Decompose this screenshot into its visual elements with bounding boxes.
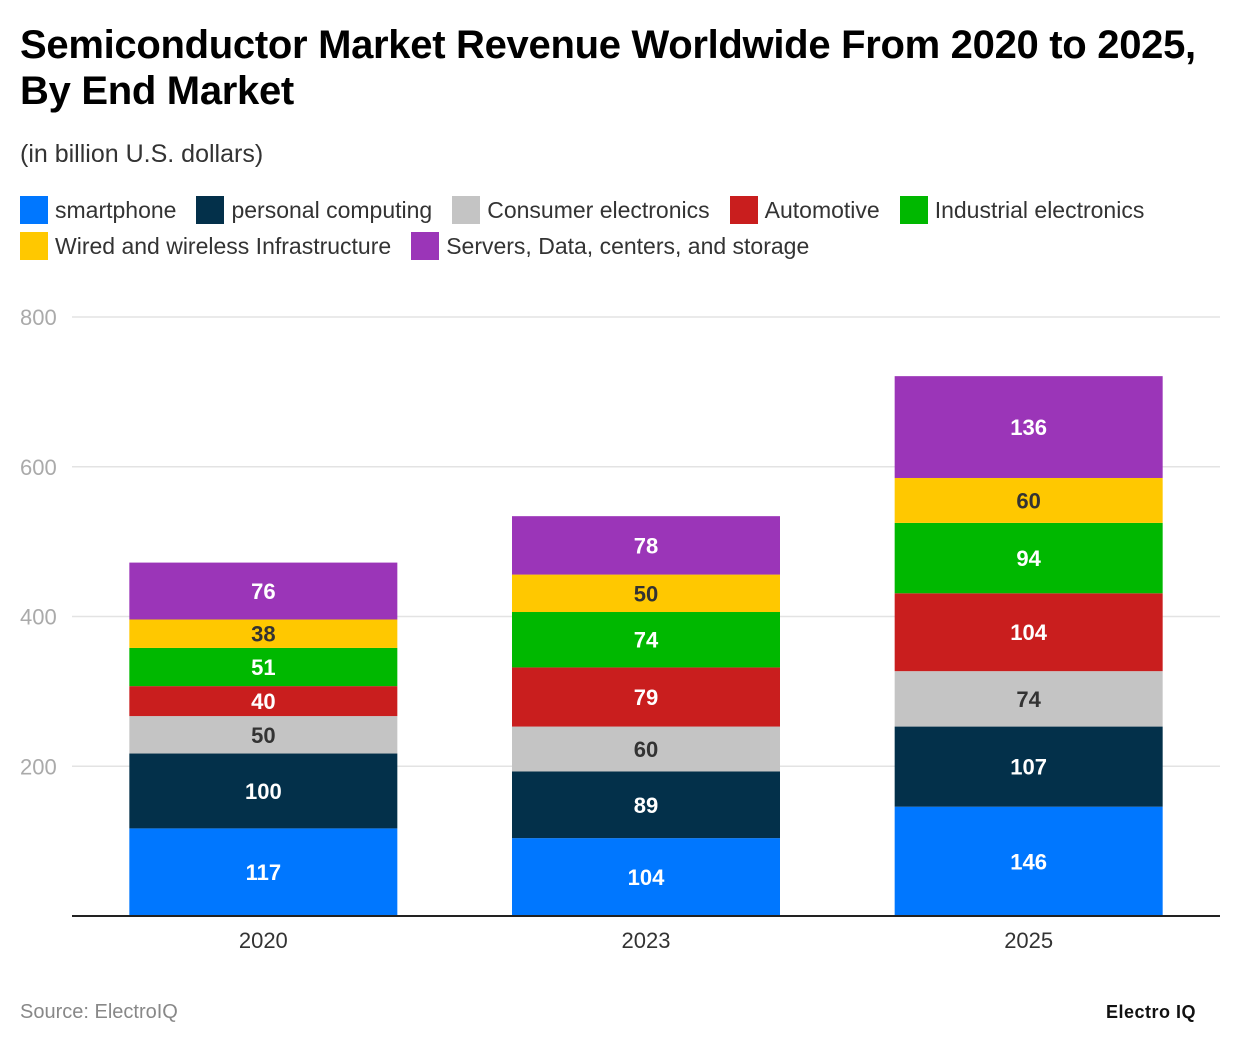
legend-swatch — [729, 196, 758, 224]
data-label: 136 — [1010, 415, 1047, 440]
legend: smartphone personal computing Consumer ele… — [20, 196, 1230, 260]
legend-label: Consumer electronics — [487, 196, 710, 223]
legend-label: Automotive — [764, 196, 880, 223]
data-label: 40 — [251, 689, 275, 714]
bar-segment — [894, 671, 1163, 727]
bar-segment — [894, 477, 1163, 523]
legend-label: Industrial electronics — [934, 196, 1145, 223]
legend-swatch — [20, 196, 48, 224]
bar-segment — [512, 516, 780, 575]
bar-segment — [129, 753, 398, 829]
data-label: 51 — [251, 655, 275, 680]
legend-swatch — [411, 232, 440, 260]
bar-segment — [512, 574, 780, 613]
electroiq-logo: Electro IQ — [1106, 1002, 1197, 1022]
data-label: 50 — [634, 581, 658, 606]
data-label: 74 — [634, 628, 659, 653]
legend-item: Wired and wireless Infrastructure — [20, 232, 391, 260]
data-label: 107 — [1010, 755, 1047, 780]
legend-swatch — [20, 232, 48, 260]
data-label: 100 — [245, 779, 282, 804]
legend-item: Automotive — [729, 196, 880, 224]
data-label: 146 — [1010, 849, 1047, 874]
chart-subtitle: (in billion U.S. dollars) — [20, 140, 264, 168]
legend-label: Servers, Data, centers, and storage — [446, 232, 810, 259]
data-label: 60 — [1016, 488, 1040, 513]
bar-segment — [129, 562, 398, 620]
x-tick-label: 2025 — [1004, 928, 1053, 953]
bar-segment — [894, 806, 1163, 916]
legend-label: smartphone — [55, 196, 177, 223]
bar-segment — [894, 593, 1163, 672]
x-tick-label: 2020 — [239, 928, 288, 953]
legend-swatch — [196, 196, 225, 224]
bar-segment — [512, 612, 780, 668]
bar-segment — [129, 619, 398, 648]
bar-segment — [512, 771, 780, 839]
x-tick-label: 2023 — [622, 928, 671, 953]
data-label: 104 — [628, 865, 665, 890]
bar-segment — [512, 726, 780, 772]
data-label: 94 — [1016, 546, 1041, 571]
legend-item: Industrial electronics — [899, 196, 1145, 224]
bar-segment — [894, 726, 1163, 807]
bar-segment — [894, 376, 1163, 478]
data-label: 60 — [634, 737, 658, 762]
bar-segment — [129, 647, 398, 687]
data-label: 38 — [251, 622, 275, 647]
data-label: 89 — [634, 793, 658, 818]
data-label: 117 — [246, 860, 282, 885]
bar-segment — [512, 667, 780, 727]
y-tick-label: 200 — [20, 754, 57, 779]
source-note: Source: ElectroIQ — [20, 1001, 178, 1023]
legend-item: Consumer electronics — [452, 196, 710, 224]
legend-item: Servers, Data, centers, and storage — [411, 232, 809, 260]
bar-segment — [512, 838, 780, 916]
y-tick-label: 600 — [20, 455, 57, 480]
data-label: 76 — [251, 579, 275, 604]
data-label: 50 — [251, 723, 275, 748]
chart-title: Semiconductor Market Revenue Worldwide F… — [20, 23, 1196, 113]
data-label: 74 — [1016, 687, 1041, 712]
legend-item: smartphone — [20, 196, 176, 224]
legend-item: personal computing — [196, 196, 432, 224]
bar-segment — [894, 522, 1163, 594]
y-tick-label: 800 — [20, 305, 57, 330]
legend-swatch — [899, 196, 928, 224]
bar-segment — [129, 828, 398, 916]
y-tick-label: 400 — [20, 605, 57, 630]
bar-segment — [129, 716, 398, 754]
data-label: 79 — [634, 685, 658, 710]
legend-label: personal computing — [231, 196, 433, 223]
legend-swatch — [452, 196, 481, 224]
data-label: 78 — [634, 533, 658, 558]
data-label: 104 — [1010, 620, 1047, 645]
legend-label: Wired and wireless Infrastructure — [55, 232, 392, 259]
bar-segment — [129, 686, 398, 717]
